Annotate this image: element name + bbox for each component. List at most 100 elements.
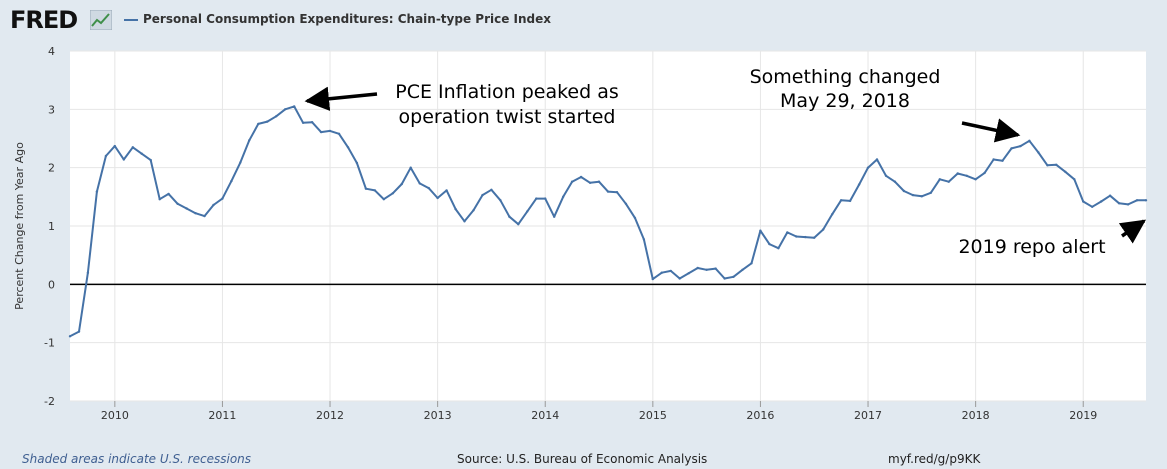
data-point xyxy=(472,209,475,212)
data-point xyxy=(310,121,314,124)
data-point xyxy=(140,152,143,155)
data-point xyxy=(893,180,897,183)
data-point xyxy=(1117,202,1121,205)
data-point xyxy=(1108,194,1112,197)
data-point xyxy=(669,269,672,273)
data-point xyxy=(427,186,430,190)
data-point xyxy=(535,197,538,200)
data-point xyxy=(570,180,574,183)
data-point xyxy=(400,182,403,186)
y-tick-label: 4 xyxy=(48,45,55,58)
data-point xyxy=(768,242,771,246)
data-point xyxy=(562,195,565,198)
x-tick-label: 2017 xyxy=(854,409,882,422)
annotation-arrow-something-changed xyxy=(961,118,1021,143)
data-point xyxy=(248,139,251,142)
annotation-repo-alert: 2019 repo alert xyxy=(958,219,1147,258)
fred-logo[interactable]: FRED xyxy=(10,6,78,34)
data-point xyxy=(597,180,601,183)
data-point xyxy=(920,195,923,198)
data-point xyxy=(1144,199,1148,202)
data-point xyxy=(795,235,798,238)
y-tick-label: 3 xyxy=(48,103,55,116)
annotation-something-changed-line-1: Something changed xyxy=(750,66,941,88)
data-point xyxy=(373,189,377,192)
y-axis-label: Percent Change from Year Ago xyxy=(13,142,26,310)
data-point xyxy=(579,175,583,179)
data-point xyxy=(122,158,126,161)
data-point xyxy=(445,189,448,192)
y-tick-label: 2 xyxy=(48,162,55,175)
data-point xyxy=(463,220,466,223)
data-point xyxy=(965,174,968,177)
data-point xyxy=(588,181,592,184)
data-point xyxy=(544,197,547,200)
annotation-arrow-operation-twist xyxy=(304,86,378,111)
data-point xyxy=(239,161,242,164)
data-point xyxy=(337,132,341,135)
y-tick-label: 1 xyxy=(48,220,55,233)
data-point xyxy=(158,198,161,201)
data-point xyxy=(642,238,646,241)
short-url[interactable]: myf.red/g/p9KK xyxy=(888,452,981,466)
data-point xyxy=(167,192,170,196)
data-point xyxy=(911,193,915,197)
x-tick-label: 2018 xyxy=(962,409,990,422)
recession-note-link[interactable]: Shaded areas indicate U.S. recessions xyxy=(22,452,252,466)
x-tick-label: 2010 xyxy=(101,409,129,422)
data-point xyxy=(1010,147,1013,150)
legend-label[interactable]: Personal Consumption Expenditures: Chain… xyxy=(143,12,552,26)
data-point xyxy=(257,122,260,126)
data-point xyxy=(884,174,888,177)
data-point xyxy=(947,180,950,183)
data-point xyxy=(705,268,708,271)
data-point xyxy=(77,330,81,333)
data-point xyxy=(1046,164,1049,167)
data-point xyxy=(284,108,287,111)
data-point xyxy=(391,192,394,195)
data-point xyxy=(822,228,825,231)
data-point xyxy=(759,229,762,232)
data-point xyxy=(804,235,807,239)
source-note[interactable]: Source: U.S. Bureau of Economic Analysis xyxy=(457,452,708,466)
data-point xyxy=(651,277,654,281)
data-point xyxy=(723,277,726,280)
y-tick-label: -1 xyxy=(44,337,55,350)
data-point xyxy=(606,190,610,193)
annotation-operation-twist: PCE Inflation peaked as operation twist … xyxy=(304,81,619,128)
data-point xyxy=(633,216,637,219)
x-tick-label: 2016 xyxy=(746,409,774,422)
data-point xyxy=(678,277,681,280)
data-point xyxy=(454,207,457,211)
data-point xyxy=(875,158,879,161)
data-point xyxy=(983,171,986,175)
data-point xyxy=(1001,159,1004,162)
x-tick-label: 2019 xyxy=(1069,409,1097,422)
data-point xyxy=(1126,203,1130,206)
data-point xyxy=(732,275,735,278)
data-point xyxy=(714,267,717,270)
data-point xyxy=(481,193,484,197)
data-point xyxy=(1019,144,1022,148)
data-point xyxy=(1055,163,1058,166)
data-point xyxy=(490,188,493,191)
data-point xyxy=(499,199,502,202)
series-points xyxy=(68,105,1148,338)
data-point xyxy=(364,187,368,190)
data-point xyxy=(113,144,117,148)
annotation-something-changed-line-2: May 29, 2018 xyxy=(780,90,910,112)
x-tick-label: 2012 xyxy=(316,409,344,422)
data-point xyxy=(1028,139,1031,142)
data-point xyxy=(902,189,906,193)
data-point xyxy=(86,271,90,274)
data-point xyxy=(696,266,699,270)
data-point xyxy=(230,179,233,183)
data-point xyxy=(813,236,816,239)
x-tick-label: 2014 xyxy=(531,409,559,422)
legend-line-swatch xyxy=(124,19,138,21)
data-point xyxy=(929,191,932,194)
x-tick-label: 2015 xyxy=(639,409,667,422)
data-point xyxy=(624,202,628,205)
data-point xyxy=(436,196,439,200)
